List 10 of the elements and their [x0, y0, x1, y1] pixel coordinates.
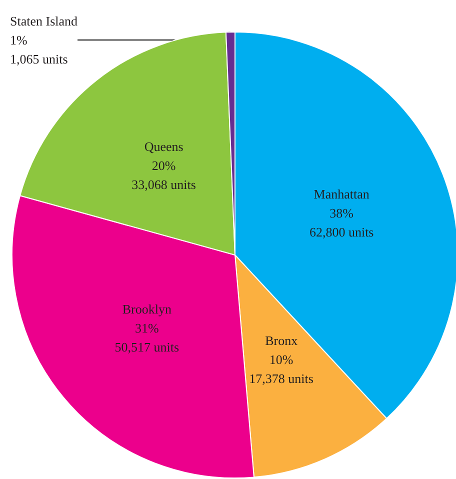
data-label: 38% 62,800 units: [309, 206, 374, 240]
slice-label: Manhattan: [314, 186, 370, 202]
slice-label: Bronx: [265, 333, 298, 348]
data-label: 31% 50,517 units: [114, 320, 180, 355]
data-label: 1% 1,065 units: [10, 32, 68, 66]
slice-label: Brooklyn: [122, 302, 172, 317]
slice-label: Queens: [144, 138, 184, 154]
data-label: 20% 33,068 units: [132, 158, 196, 192]
slice-label: Staten Island: [10, 14, 78, 28]
data-label: 10% 17,378 units: [249, 352, 314, 386]
